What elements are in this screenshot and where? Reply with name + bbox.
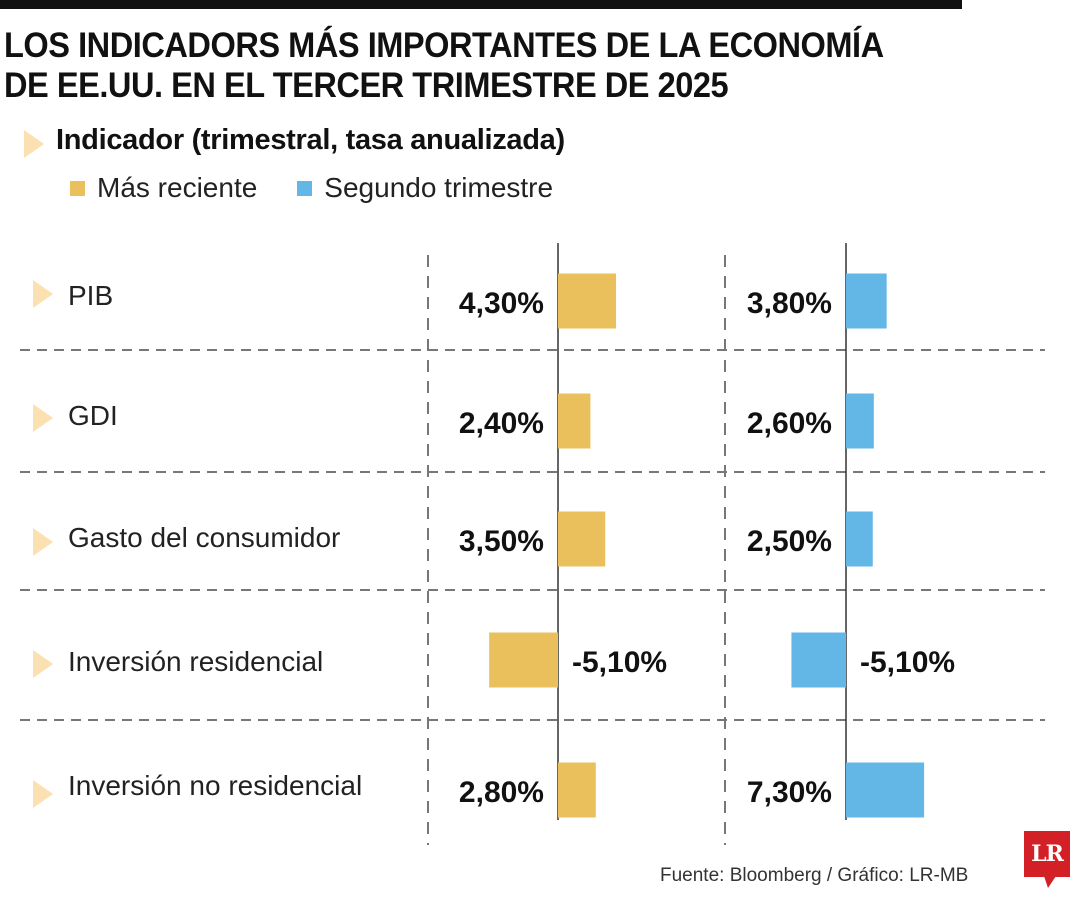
bar-mas-reciente — [558, 762, 596, 818]
row-label-gasto-consumidor: Gasto del consumidor — [68, 522, 341, 553]
legend-label: Más reciente — [97, 172, 258, 203]
data-label: 2,60% — [747, 407, 832, 440]
legend-swatch-mas-reciente — [70, 180, 85, 196]
row-label-inversion-no-residencial: Inversión no residencial — [68, 770, 363, 801]
legend-swatch-segundo-trimestre — [297, 180, 313, 196]
bar-segundo-trimestre — [846, 393, 874, 449]
row-triangle-icon — [33, 528, 53, 556]
chart-subtitle: Indicador (trimestral, tasa anualizada) — [56, 124, 565, 156]
title-line-1: LOS INDICADORS MÁS IMPORTANTES DE LA ECO… — [4, 26, 884, 65]
row-label-inversion-residencial: Inversión residencial — [68, 646, 324, 677]
data-label: -5,10% — [860, 646, 955, 679]
bar-mas-reciente — [558, 273, 617, 329]
data-label: 4,30% — [459, 287, 544, 320]
lr-logo-tail — [1044, 876, 1056, 888]
bar-segundo-trimestre — [846, 762, 925, 818]
data-label: 7,30% — [747, 776, 832, 809]
chart-title: LOS INDICADORS MÁS IMPORTANTES DE LA ECO… — [4, 26, 990, 106]
row-triangle-icon — [33, 780, 53, 808]
legend-item-segundo-trimestre: Segundo trimestre — [297, 172, 553, 204]
title-line-2: DE EE.UU. EN EL TERCER TRIMESTRE DE 2025 — [4, 66, 729, 105]
row-triangle-icon — [33, 404, 53, 432]
bar-segundo-trimestre — [846, 273, 887, 329]
bar-mas-reciente — [558, 511, 606, 567]
data-label: 3,50% — [459, 525, 544, 558]
legend: Más reciente Segundo trimestre — [70, 172, 593, 204]
bar-segundo-trimestre — [846, 511, 873, 567]
data-label: 3,80% — [747, 287, 832, 320]
row-label-gdi: GDI — [68, 400, 118, 431]
legend-label: Segundo trimestre — [324, 172, 554, 203]
data-label: 2,80% — [459, 776, 544, 809]
data-label: -5,10% — [572, 646, 667, 679]
row-label-pib: PIB — [68, 280, 114, 311]
subtitle-triangle-icon — [24, 130, 44, 158]
legend-item-mas-reciente: Más reciente — [70, 172, 257, 204]
source-credit: Fuente: Bloomberg / Gráfico: LR-MB — [660, 865, 969, 886]
data-label: 2,40% — [459, 407, 544, 440]
bar-mas-reciente — [558, 393, 591, 449]
top-rule — [0, 0, 962, 9]
lr-logo: LR — [1024, 831, 1070, 877]
row-triangle-icon — [33, 650, 53, 678]
data-label: 2,50% — [747, 525, 832, 558]
row-triangle-icon — [33, 280, 53, 308]
bar-segundo-trimestre — [791, 632, 846, 688]
bar-mas-reciente — [489, 632, 558, 688]
